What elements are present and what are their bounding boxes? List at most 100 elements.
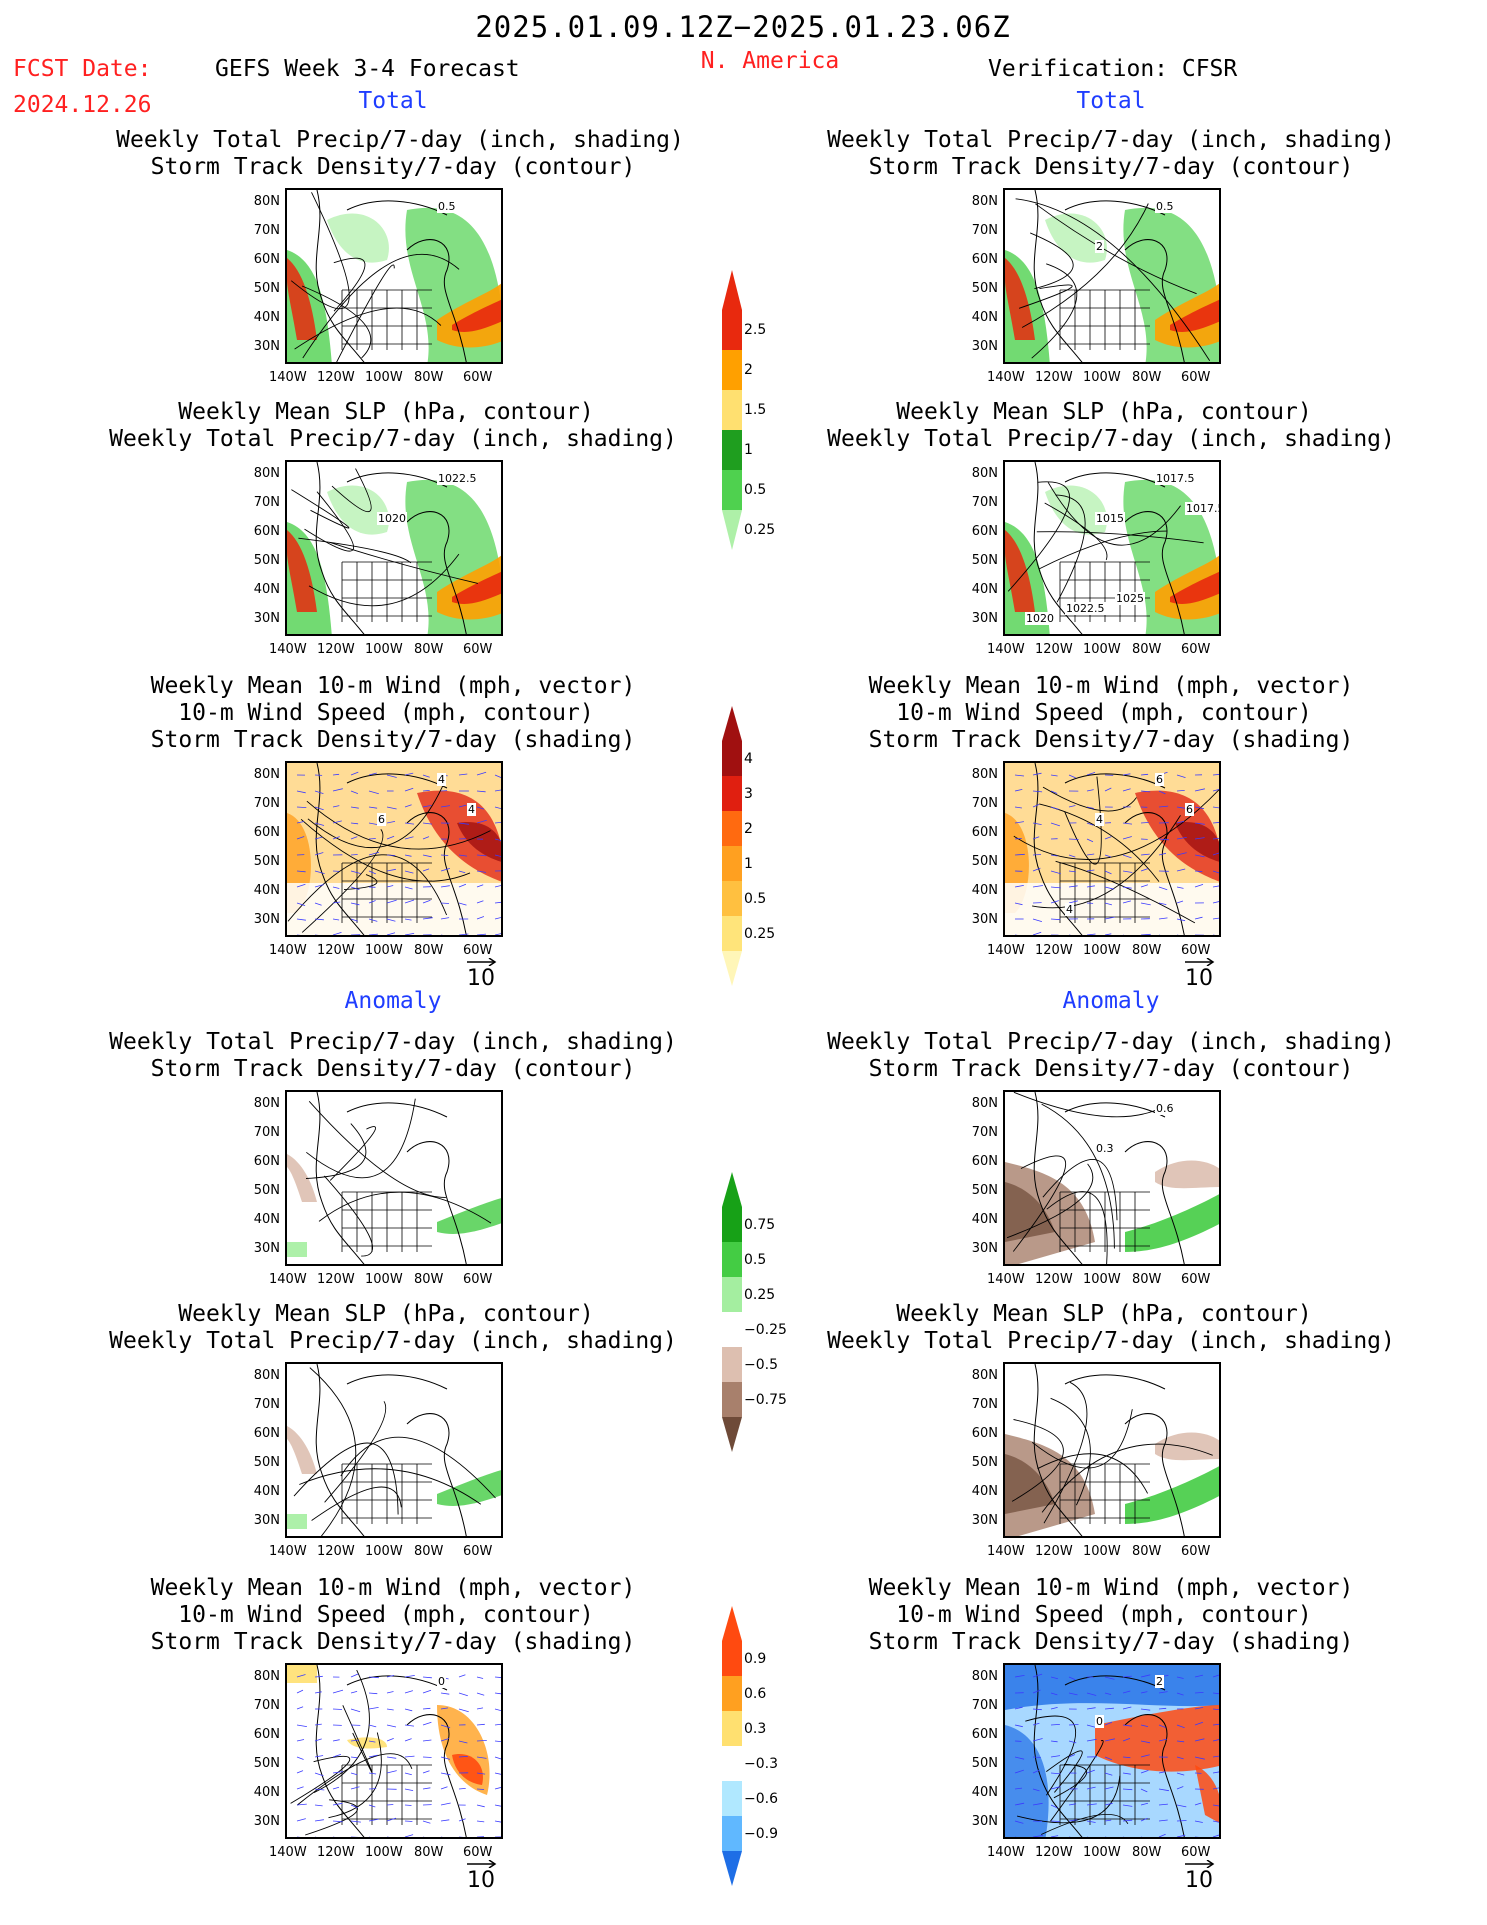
map-panel-vf-total-slp: 1017.5 1015 1017.5 1022.5 1025 1020 (1003, 460, 1221, 636)
colorbar-segment (722, 1382, 742, 1417)
west-coastline (1033, 1092, 1083, 1264)
lat-tick: 60N (253, 825, 280, 840)
lat-tick: 80N (971, 194, 998, 209)
lon-tick: 60W (1181, 1272, 1211, 1287)
contour-label: 4 (437, 773, 446, 786)
lat-tick: 70N (971, 223, 998, 238)
lon-tick: 80W (1132, 1544, 1162, 1559)
lat-tick: 50N (971, 1183, 998, 1198)
lat-tick: 40N (253, 582, 280, 597)
colorbar-label: 0.3 (744, 1720, 767, 1737)
precip-light-north (327, 485, 389, 535)
storm-density-core (457, 822, 501, 862)
colorbar-top-triangle (722, 270, 742, 310)
vector-ref-fa: 10 (467, 1860, 497, 1893)
colorbar-bottom-triangle (722, 1417, 742, 1452)
lon-tick: 120W (317, 370, 355, 385)
lat-tick: 40N (971, 582, 998, 597)
title-vc2-line1: Weekly Mean SLP (hPa, contour) (896, 399, 1312, 425)
lon-tick: 100W (365, 642, 403, 657)
contour-label: 4 (1095, 813, 1104, 826)
colorbar-label: −0.75 (744, 1391, 787, 1408)
colorbar-label: −0.5 (744, 1356, 778, 1373)
lon-tick: 100W (365, 370, 403, 385)
colorbar-segment (722, 916, 742, 951)
lat-tick: 50N (971, 553, 998, 568)
lon-tick: 80W (414, 943, 444, 958)
lat-tick: 70N (971, 495, 998, 510)
colorbar-segment (722, 310, 742, 350)
east-coastline (406, 1413, 467, 1536)
precip-surplus-east (437, 1470, 501, 1506)
contour-label: 1017.5 (1185, 502, 1219, 515)
precip-light-north (327, 213, 389, 263)
lon-tick: 140W (987, 943, 1025, 958)
lat-tick: 50N (253, 854, 280, 869)
map-panel-fc-anom-storm (285, 1090, 503, 1266)
lat-tick: 80N (253, 194, 280, 209)
storm-density-core (1175, 822, 1219, 862)
colorbar-bottom-triangle (722, 1851, 742, 1886)
lat-tick: 60N (971, 825, 998, 840)
lon-tick: 140W (269, 1272, 307, 1287)
lon-tick: 60W (463, 1845, 493, 1860)
storm-anom-core (452, 1754, 483, 1785)
vector-ref-va: 10 (1185, 1860, 1215, 1893)
lon-tick: 100W (365, 1272, 403, 1287)
fcst-date-label: FCST Date: (13, 56, 152, 82)
colorbar-top-triangle (722, 706, 742, 741)
section-anomaly-verification: Anomaly (1062, 988, 1160, 1014)
colorbar-segment (722, 1746, 742, 1781)
colorbar-segment (722, 741, 742, 776)
lon-tick: 120W (1035, 1544, 1073, 1559)
colorbar-storm_anom (722, 1606, 742, 1886)
precip-core-east (1170, 299, 1219, 332)
lon-tick: 60W (1181, 1544, 1211, 1559)
map-panel-fc-total-wind: 4 6 4 (285, 761, 503, 937)
lat-tick: 70N (971, 1397, 998, 1412)
contour-label: 0.5 (437, 200, 457, 213)
precip-light-north (1045, 485, 1107, 535)
lat-tick: 80N (971, 767, 998, 782)
title-fc2-line1: Weekly Mean SLP (hPa, contour) (178, 399, 594, 425)
colorbar-label: 2 (744, 820, 753, 837)
west-coastline (1033, 1665, 1083, 1837)
precip-deficit (287, 1426, 317, 1474)
title-fc3-line2: 10-m Wind Speed (mph, contour) (178, 700, 594, 726)
lon-tick: 60W (463, 642, 493, 657)
lat-tick: 60N (253, 252, 280, 267)
lon-tick: 80W (1132, 370, 1162, 385)
east-coastline (406, 239, 467, 362)
colorbar-label: 0.75 (744, 1216, 776, 1233)
colorbar-segment (722, 1711, 742, 1746)
lat-tick: 50N (971, 1756, 998, 1771)
lon-tick: 80W (414, 642, 444, 657)
title-vc2-line2: Weekly Total Precip/7-day (inch, shading… (827, 426, 1395, 452)
lon-tick: 120W (1035, 370, 1073, 385)
precip-surplus-east (1125, 1466, 1219, 1524)
west-coastline (315, 1364, 365, 1536)
fcst-date-value: 2024.12.26 (13, 92, 152, 118)
east-coastline (1124, 239, 1185, 362)
precip-deficit-core (1005, 1454, 1055, 1514)
lat-tick: 50N (971, 281, 998, 296)
lat-tick: 60N (253, 1727, 280, 1742)
storm-density-south-clear (287, 883, 501, 935)
lat-tick: 70N (253, 796, 280, 811)
storm-density-east (417, 790, 501, 882)
precip-max-west (1005, 258, 1035, 340)
lon-tick: 80W (1132, 1272, 1162, 1287)
map-figure (1005, 1092, 1219, 1264)
contour-label: 1025 (1115, 592, 1145, 605)
lat-tick: 30N (253, 1241, 280, 1256)
lon-tick: 120W (317, 642, 355, 657)
lat-tick: 80N (253, 466, 280, 481)
title-vc3-line2: 10-m Wind Speed (mph, contour) (896, 700, 1312, 726)
lon-tick: 60W (463, 370, 493, 385)
precip-deficit (1005, 1434, 1095, 1536)
colorbar-segment (722, 1242, 742, 1277)
colorbar-label: −0.25 (744, 1321, 787, 1338)
colorbar-segment (722, 350, 742, 390)
map-figure (287, 1092, 501, 1264)
contour-label: 1022.5 (437, 472, 478, 485)
